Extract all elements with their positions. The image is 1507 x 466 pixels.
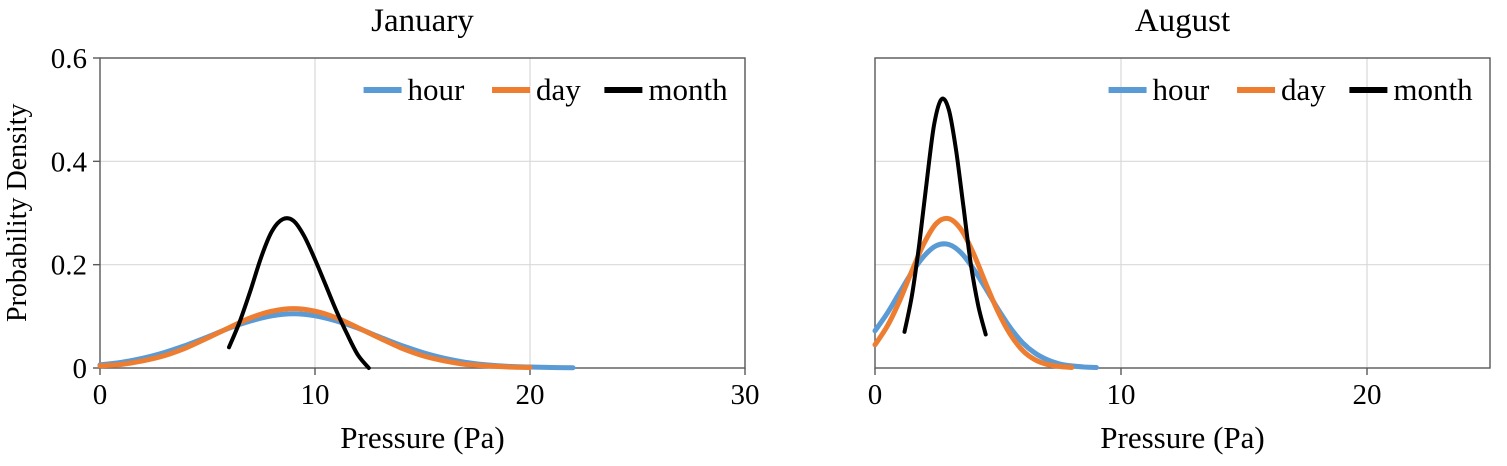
x-axis-label-august: Pressure (Pa)	[1100, 420, 1265, 455]
legend-label-hour: hour	[408, 72, 466, 107]
series-line-month	[902, 96, 988, 337]
plot-area-january: 0 10 20 30 0 0.2 0.4 0.6 hour day month	[51, 43, 760, 411]
x-axis-label-january: Pressure (Pa)	[340, 420, 505, 455]
y-tick-label: 0.2	[51, 250, 87, 282]
plot-border	[874, 57, 1491, 369]
series-line-day	[97, 306, 533, 370]
plot-area-august: 0 10 20 hour day month	[868, 57, 1491, 411]
legend-label-hour: hour	[1153, 72, 1211, 107]
x-tick-label: 0	[868, 379, 883, 411]
series-line-day	[872, 215, 1075, 370]
y-tick-label: 0	[73, 353, 88, 385]
chart-title-august: August	[1134, 3, 1231, 39]
series-line-month	[227, 216, 371, 370]
series-line-hour	[97, 311, 576, 371]
plot-border	[99, 57, 746, 369]
legend-label-month: month	[1393, 72, 1473, 107]
x-tick-label: 0	[93, 379, 108, 411]
x-tick-label: 10	[1107, 379, 1136, 411]
legend-label-month: month	[648, 72, 728, 107]
y-tick-label: 0.4	[51, 146, 88, 178]
x-tick-label: 20	[1353, 379, 1382, 411]
chart-january: January Probability Density 0 10 20 30 0 0.2 0…	[2, 3, 760, 455]
x-tick-label: 30	[731, 379, 760, 411]
y-tick-label: 0.6	[51, 43, 87, 75]
legend-label-day: day	[536, 72, 581, 107]
x-tick-label: 20	[516, 379, 545, 411]
x-tick-label: 10	[301, 379, 330, 411]
chart-august: August 0 10 20 hour day month Pressure (Pa)	[817, 0, 1507, 466]
chart-title-january: January	[371, 3, 474, 39]
legend-label-day: day	[1281, 72, 1326, 107]
